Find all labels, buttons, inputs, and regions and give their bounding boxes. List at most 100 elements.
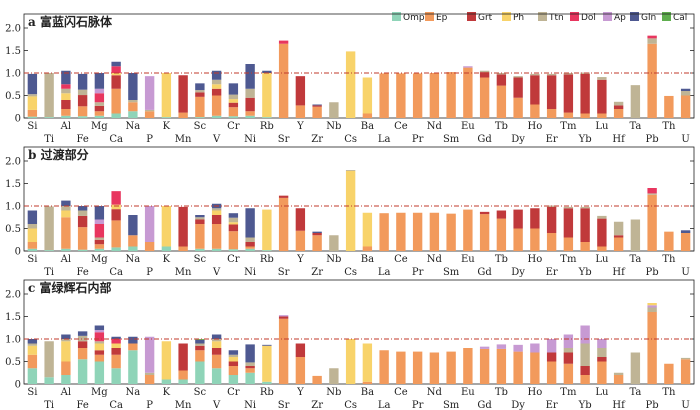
bar-segment-grt (178, 75, 188, 113)
bar-segment-omp (161, 246, 172, 251)
bar-segment-ep (61, 109, 71, 116)
bar-segment-ep (61, 361, 71, 375)
bar-segment-ttn (546, 73, 557, 76)
chart-panels: a 富蓝闪石脉体00.51.01.52.0SiTiAlFeMgCaNaPKMnS… (5, 13, 695, 410)
bar-segment-omp (61, 115, 71, 118)
x-category-label: Zr (311, 134, 323, 145)
bar-segment-grt (613, 235, 624, 238)
bar-segment-ap (496, 344, 507, 349)
x-category-label: Cs (344, 400, 357, 410)
legend-swatch-ap (603, 12, 612, 21)
bar-segment-ep (412, 212, 423, 251)
x-category-label: U (681, 400, 689, 410)
bar-segment-ep (245, 368, 255, 373)
x-category-label: Gd (477, 134, 492, 145)
bar-segment-ph (161, 73, 172, 118)
bar-segment-grt (94, 105, 105, 112)
x-category-label: Rb (260, 387, 274, 398)
bar-segment-ep (278, 43, 289, 118)
bar-segment-ep (195, 224, 205, 249)
bar-segment-ep (94, 111, 105, 116)
x-category-label: Yb (578, 134, 592, 145)
bar-segment-gln (312, 104, 322, 106)
y-tick-label: 0 (15, 114, 21, 125)
x-category-label: Pr (412, 400, 424, 410)
bar-segment-ph (111, 73, 121, 76)
bar-segment-ap (597, 339, 607, 348)
bar-segment-ep (178, 112, 188, 118)
bar-segment-ep (580, 113, 590, 118)
bar-segment-omp (228, 116, 239, 118)
bar-segment-gln (111, 61, 121, 67)
legend-label-ep: Ep (436, 13, 448, 23)
bar-segment-cal (195, 339, 205, 340)
y-tick-label: 1.5 (5, 179, 21, 190)
bar-segment-ep (496, 348, 507, 384)
bar-segment-gln (195, 215, 205, 218)
bar-segment-gln (128, 215, 138, 236)
x-category-label: P (146, 134, 153, 145)
bar-segment-ph (362, 343, 373, 382)
bar-segment-ttn (228, 94, 239, 100)
bar-segment-dol (111, 191, 121, 205)
bar-segment-ph (211, 210, 222, 215)
bar-segment-omp (128, 246, 138, 251)
bar-segment-ttn (613, 372, 624, 375)
y-tick-label: 2.0 (5, 290, 21, 301)
bar-segment-ph (211, 341, 222, 348)
bar-segment-gln (245, 64, 255, 89)
bar-segment-grt (546, 352, 557, 362)
bar-segment-ep (412, 351, 423, 384)
y-tick-label: 1.0 (5, 69, 21, 80)
bar-segment-ttn (77, 335, 88, 342)
bar-segment-ttn (27, 224, 38, 229)
bar-segment-omp (161, 117, 172, 118)
x-category-label: Ni (244, 134, 256, 145)
bar-segment-ph (262, 209, 272, 251)
x-category-label: Sm (443, 267, 460, 278)
bar-segment-omp (77, 359, 88, 384)
legend-swatch-ph (502, 12, 511, 21)
bar-segment-ttn (228, 217, 239, 223)
x-category-label: Tb (495, 121, 508, 132)
bar-segment-gln (228, 213, 239, 218)
bar-segment-ep (680, 233, 691, 251)
bar-segment-dol (278, 40, 289, 44)
bar-segment-ap (278, 315, 289, 317)
legend-swatch-ep (425, 12, 434, 21)
x-category-label: Nd (427, 387, 443, 398)
panel-frame (23, 279, 695, 385)
bar-segment-ep (312, 375, 322, 384)
x-category-label: Ca (109, 267, 123, 278)
bar-segment-dol (61, 84, 71, 89)
bar-segment-ep (463, 209, 473, 251)
x-category-label: La (378, 400, 391, 410)
x-category-label: Ho (528, 387, 543, 398)
bar-segment-ep (77, 348, 88, 360)
bar-segment-ep (546, 109, 557, 118)
bar-segment-ttn (211, 208, 222, 211)
bar-segment-ep (77, 106, 88, 117)
bar-segment-ep (111, 220, 121, 248)
bar-segment-ttn (580, 206, 590, 209)
bar-segment-ap (530, 343, 540, 353)
bar-segment-ph (345, 339, 356, 384)
bar-segment-ep (530, 228, 540, 251)
y-tick-label: 1.5 (5, 312, 21, 323)
bar-segment-ep (195, 96, 205, 118)
bar-segment-ep (479, 214, 490, 251)
bar-segment-grt (195, 219, 205, 224)
bar-segment-ep (647, 194, 657, 251)
bar-segment-ep (228, 231, 239, 250)
y-tick-label: 2.0 (5, 157, 21, 168)
bar-segment-ap (144, 76, 155, 110)
bar-segment-ph (61, 210, 71, 218)
bar-segment-ph (362, 77, 373, 114)
bar-segment-ep (144, 111, 155, 118)
bar-segment-ttn (77, 210, 88, 216)
bar-segment-gln (94, 206, 105, 220)
x-category-label: Nb (326, 121, 341, 132)
bar-segment-ep (128, 343, 138, 351)
x-category-label: Ce (394, 387, 408, 398)
